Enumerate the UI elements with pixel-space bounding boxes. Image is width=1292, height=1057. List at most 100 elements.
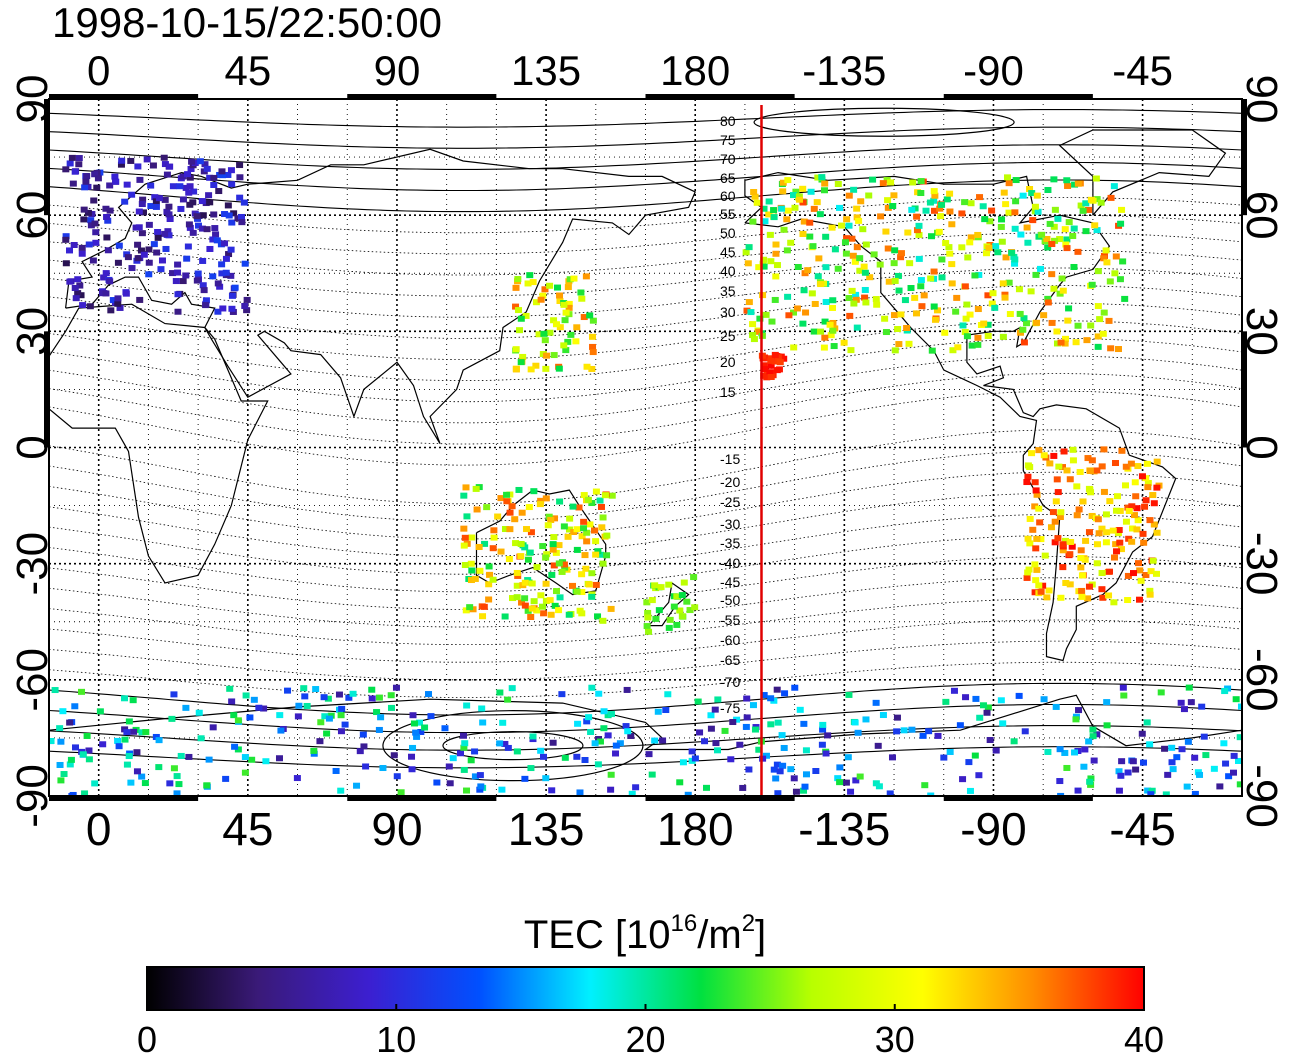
tec-cell [527,614,535,621]
tec-cell [1191,754,1199,761]
tec-cell [155,764,163,771]
tec-cell [773,686,781,693]
tec-cell [866,274,874,281]
tec-cell [1107,194,1115,201]
tec-cell [822,264,830,271]
tec-cell [988,207,996,214]
tec-cell [479,613,487,620]
tec-cell [1021,728,1029,735]
tec-cell [277,727,285,734]
tec-cell [91,780,99,787]
tec-cell [936,213,944,220]
tec-cell [527,366,535,373]
tec-cell [870,251,878,258]
tec-cell [963,333,971,340]
tec-cell [1057,792,1065,796]
tec-cell [1016,310,1024,317]
tec-cell [778,205,786,212]
tec-cell [203,782,211,789]
tec-cell [1099,330,1107,337]
tec-cell [503,491,511,498]
tec-cell [1068,543,1076,550]
tec-cell [1024,569,1032,576]
tec-cell [552,321,560,328]
coastline-5 [1058,129,1227,216]
tec-cell [742,723,750,730]
tec-cell [603,532,611,539]
tec-cell [946,208,954,215]
tec-cell [505,555,513,562]
tec-cell [1085,738,1093,745]
tec-cell [218,261,226,268]
tec-cell [1146,741,1154,748]
tec-cell [179,173,187,180]
tec-cell [209,273,217,280]
tec-cell [998,238,1006,245]
frame-bar-right [1242,99,1247,216]
tec-cell [1119,258,1127,265]
tec-cell [1000,189,1008,196]
tec-cell [966,787,974,794]
tec-cell [185,189,193,196]
tec-cell [1102,511,1110,518]
tec-cell [548,787,556,794]
tec-cell [574,720,582,727]
tec-cell [82,178,90,185]
tec-cell [560,301,568,308]
tec-cell [203,165,211,172]
tec-cell [379,765,387,772]
tec-cell [567,331,575,338]
tec-cell [512,303,520,310]
tec-cell [221,240,229,247]
tec-cell [100,274,108,281]
tec-cell [901,297,909,304]
tec-cell [218,168,226,175]
tec-cell [123,729,131,736]
tec-cell [501,740,509,747]
tec-cell [1113,493,1121,500]
tec-cell [780,744,788,751]
tec-cell [1168,744,1176,751]
tec-cell [1034,208,1042,215]
tec-cell [91,220,99,227]
tec-cell [1112,541,1120,548]
tec-cell [787,766,795,773]
tec-cell [1072,339,1080,346]
tec-cell [733,716,741,723]
tec-cell [845,192,853,199]
tec-cell [222,255,230,262]
tec-cell [1177,699,1185,706]
tec-cell [766,369,774,376]
tec-cell [213,237,221,244]
tec-cell [1162,791,1170,796]
tec-cell [933,307,941,314]
tec-cell [1086,468,1094,475]
tec-cell [1149,557,1157,564]
tec-cell [886,790,894,796]
tec-cell [1084,455,1092,462]
tec-cell [930,268,938,275]
right-lat-label: -90 [1237,764,1286,828]
tec-cell [573,526,581,533]
tec-cell [60,771,68,778]
tec-cell [238,219,246,226]
tec-cell [179,278,187,285]
tec-cell [377,714,385,721]
tec-cell [795,193,803,200]
tec-cell [226,685,234,692]
tec-cell [216,171,224,178]
tec-cell [804,267,812,274]
tec-cell [1136,567,1144,574]
tec-cell [806,219,814,226]
bottom-lon-label: -45 [1109,803,1175,855]
tec-cell [889,203,897,210]
tec-cell [1069,446,1077,453]
tec-cell [991,304,999,311]
tec-cell [121,736,129,743]
tec-cell [573,324,581,331]
tec-cell [140,251,148,258]
tec-cell [59,708,67,715]
tec-cell [506,509,514,516]
tec-cell [485,563,493,570]
tec-cell [1095,530,1103,537]
